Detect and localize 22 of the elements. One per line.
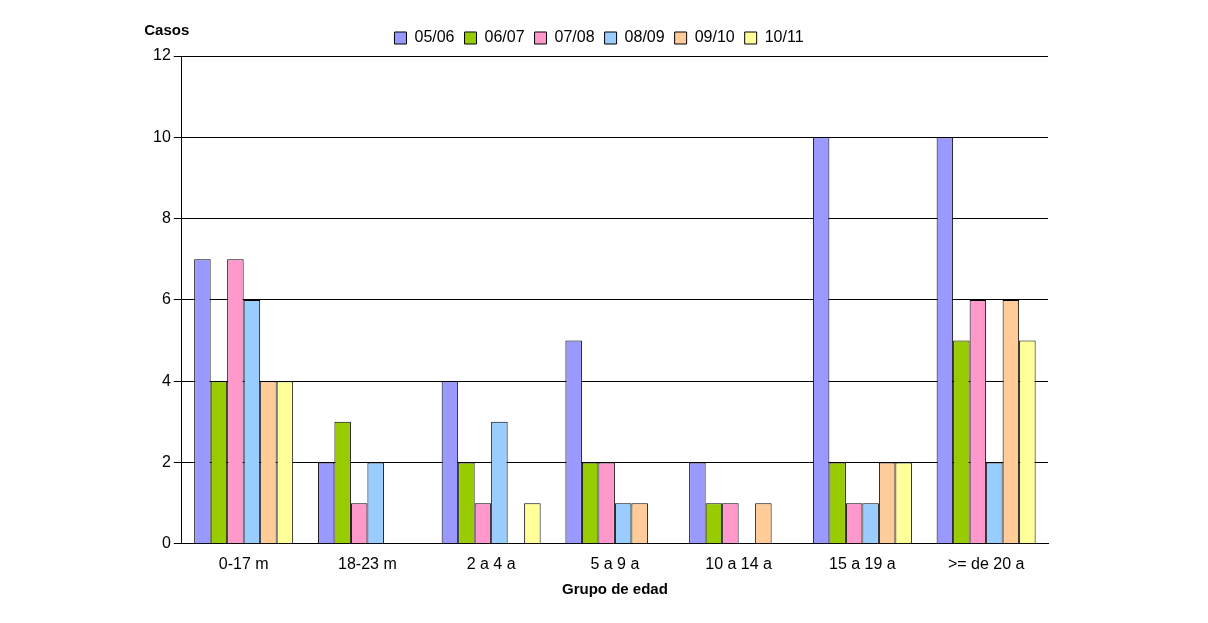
y-tick-label: 12: [153, 46, 171, 64]
y-tick-label: 10: [153, 127, 171, 145]
y-tick-label: 4: [161, 371, 171, 389]
legend-label: 09/10: [694, 28, 735, 46]
x-tick-label: 18-23 m: [338, 554, 397, 572]
legend-label: 10/11: [764, 28, 804, 46]
y-axis-title: Casos: [144, 20, 190, 38]
y-tick-label: 6: [161, 290, 171, 308]
x-tick-label: 10 a 14 a: [705, 554, 773, 572]
y-tick-label: 0: [161, 534, 171, 552]
legend-label: 08/09: [624, 28, 665, 46]
x-tick-label: 2 a 4 a: [466, 554, 516, 572]
x-axis-title: Grupo de edad: [561, 580, 668, 598]
x-tick-label: 5 a 9 a: [590, 554, 640, 572]
legend-label: 05/06: [414, 28, 455, 46]
legend-label: 06/07: [484, 28, 525, 46]
y-tick-label: 8: [161, 209, 171, 227]
x-tick-label: 0-17 m: [218, 554, 269, 572]
y-tick-label: 2: [161, 452, 171, 470]
legend-label: 07/08: [554, 28, 595, 46]
x-tick-label: >= de 20 a: [947, 554, 1025, 572]
x-tick-label: 15 a 19 a: [829, 554, 896, 572]
